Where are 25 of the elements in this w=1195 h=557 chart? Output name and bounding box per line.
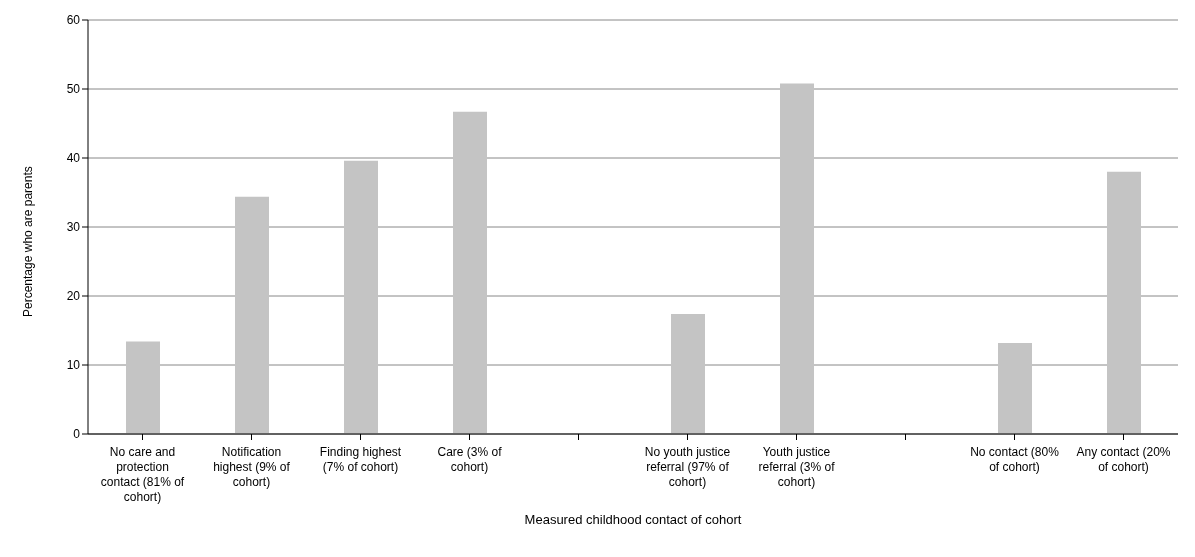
x-tick-label: Notification highest (9% of cohort) <box>213 445 291 489</box>
y-tick-label: 10 <box>66 358 81 373</box>
y-axis-title: Percentage who are parents <box>21 166 36 317</box>
y-tick-label: 30 <box>66 220 81 235</box>
x-tick-label: Care (3% of cohort) <box>437 445 503 474</box>
bar <box>998 342 1032 434</box>
bar <box>126 341 160 434</box>
y-tick-label: 60 <box>66 13 81 28</box>
bar <box>235 196 269 434</box>
bar <box>671 313 705 434</box>
y-tick-label: 40 <box>66 151 81 166</box>
x-tick-label: Finding highest (7% of cohort) <box>319 445 402 474</box>
x-tick-label: Any contact (20% of cohort) <box>1076 445 1171 474</box>
x-axis-title: Measured childhood contact of cohort <box>524 512 742 527</box>
x-tick-label: No contact (80% of cohort) <box>970 445 1060 474</box>
bar <box>344 160 378 434</box>
x-tick-label: No youth justice referral (97% of cohort) <box>644 445 731 489</box>
y-tick-label: 50 <box>66 82 81 97</box>
y-tick-label: 0 <box>73 427 81 442</box>
x-tick-label: No care and protection contact (81% of cohort) <box>100 445 185 504</box>
x-tick-label: Youth justice referral (3% of cohort) <box>758 445 836 489</box>
bar <box>1107 171 1141 434</box>
y-tick-label: 20 <box>66 289 81 304</box>
bar <box>780 83 814 434</box>
bar <box>453 111 487 434</box>
